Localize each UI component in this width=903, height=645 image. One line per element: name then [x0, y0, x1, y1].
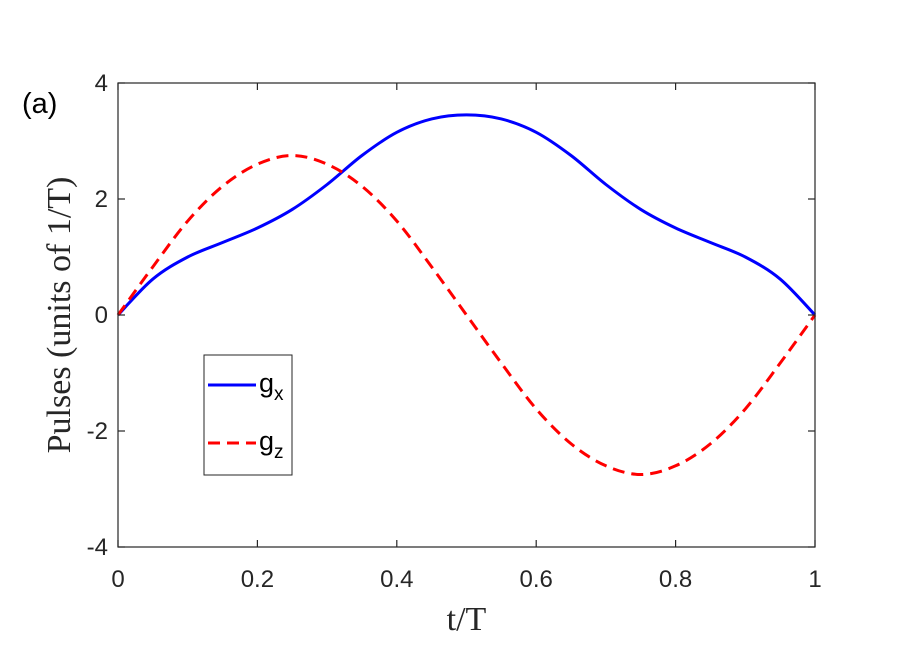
x-axis-ticks: 0 0.2 0.4 0.6 0.8 1 [111, 83, 822, 593]
y-tick-label: 0 [95, 302, 108, 329]
x-tick-label: 0.2 [241, 566, 274, 593]
y-tick-label: -4 [87, 534, 108, 561]
x-tick-label: 0.6 [520, 566, 553, 593]
y-tick-label: 2 [95, 186, 108, 213]
x-tick-label: 0.4 [380, 566, 413, 593]
y-tick-label: 4 [95, 70, 108, 97]
y-axis-ticks: -4 -2 0 2 4 [87, 70, 815, 561]
legend-label-gz: gz [259, 426, 284, 463]
legend-box [203, 354, 293, 476]
series-line-gz [116, 154, 817, 476]
legend: gx gz [203, 354, 293, 476]
x-tick-label: 1 [808, 566, 821, 593]
series-line-gx [116, 113, 817, 317]
y-tick-label: -2 [87, 418, 108, 445]
x-axis-title: t/T [447, 601, 487, 638]
plot-lines [116, 113, 817, 476]
legend-label-gx: gx [259, 368, 284, 405]
panel-label: (a) [22, 88, 57, 120]
y-axis-title: Pulses (units of 1/T) [41, 177, 78, 454]
x-tick-label: 0 [111, 566, 124, 593]
x-tick-label: 0.8 [659, 566, 692, 593]
